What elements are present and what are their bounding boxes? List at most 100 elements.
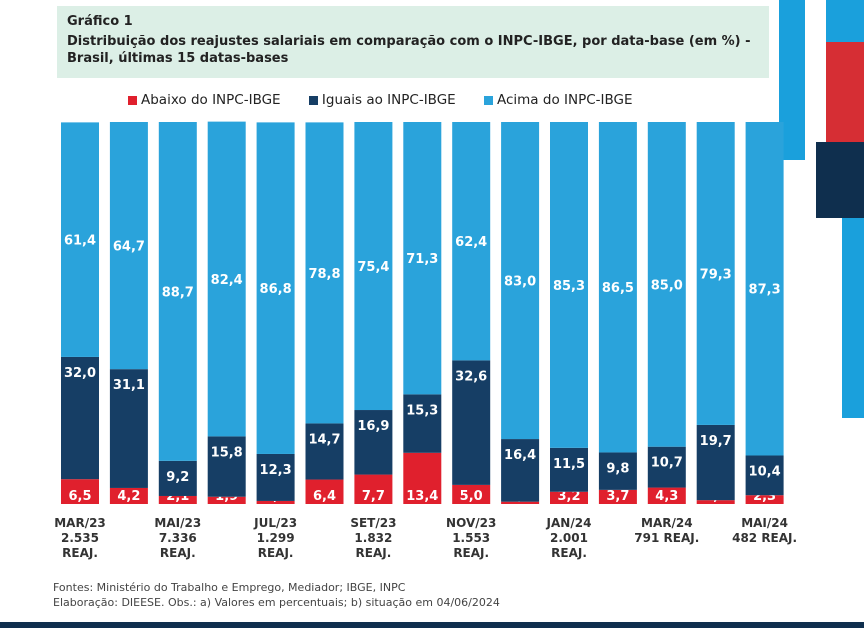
decor-blue-bar-bottom bbox=[842, 218, 864, 418]
bar-segment-equal bbox=[207, 436, 246, 497]
legend-label-below: Abaixo do INPC-IBGE bbox=[141, 92, 281, 108]
data-label-below: 4,3 bbox=[655, 489, 678, 504]
data-label-equal: 16,9 bbox=[357, 419, 389, 434]
x-tick-label: 482 REAJ. bbox=[732, 531, 797, 545]
chart-footer: Fontes: Ministério do Trabalho e Emprego… bbox=[53, 580, 500, 610]
bar-segment-equal bbox=[403, 394, 442, 453]
data-label-above: 86,5 bbox=[602, 281, 634, 296]
x-tick-label: 1.299 bbox=[257, 531, 295, 545]
footer-note: Elaboração: DIEESE. Obs.: a) Valores em … bbox=[53, 596, 500, 609]
data-label-equal: 15,3 bbox=[406, 403, 438, 418]
x-tick-label: REAJ. bbox=[551, 546, 587, 560]
bar-segment-equal bbox=[354, 410, 393, 475]
legend-swatch-above bbox=[483, 95, 493, 105]
footer-source: Fontes: Ministério do Trabalho e Emprego… bbox=[53, 581, 406, 594]
data-label-above: 75,4 bbox=[357, 260, 389, 275]
x-tick-label: REAJ. bbox=[453, 546, 489, 560]
bar-segment-above bbox=[550, 122, 588, 448]
bar-segment-equal bbox=[598, 452, 637, 490]
data-label-equal: 11,5 bbox=[553, 457, 585, 472]
bar-segment-below bbox=[354, 474, 393, 504]
bar-segment-below bbox=[501, 501, 540, 504]
bar-segment-above bbox=[256, 122, 295, 454]
x-tick-label: 1.553 bbox=[452, 531, 490, 545]
x-tick-label: MAR/24 bbox=[641, 516, 693, 530]
data-label-equal: 32,6 bbox=[455, 369, 487, 384]
data-label-equal: 10,7 bbox=[651, 456, 683, 471]
x-tick-label: NOV/23 bbox=[446, 516, 496, 530]
chart-label: Gráfico 1 bbox=[67, 14, 133, 29]
data-label-above: 87,3 bbox=[749, 283, 781, 298]
data-label-above: 79,3 bbox=[700, 267, 732, 282]
x-tick-label: SET/23 bbox=[350, 516, 396, 530]
chart-header: Gráfico 1 Distribuição dos reajustes sal… bbox=[57, 6, 769, 78]
data-label-below: 4,2 bbox=[117, 489, 140, 504]
bar-segment-above bbox=[403, 122, 442, 395]
x-tick-label: REAJ. bbox=[62, 546, 98, 560]
data-label-above: 83,0 bbox=[504, 275, 536, 290]
decor-navy-bar bbox=[816, 142, 864, 218]
data-label-equal: 12,3 bbox=[260, 463, 292, 478]
bar-segment-below bbox=[305, 479, 344, 504]
bar-segment-below bbox=[550, 491, 588, 504]
data-label-above: 64,7 bbox=[113, 240, 145, 255]
bar-segment-below bbox=[403, 452, 442, 504]
bar-segment-below bbox=[452, 484, 491, 504]
bar-segment-equal bbox=[61, 356, 99, 480]
x-tick-label: 1.832 bbox=[354, 531, 392, 545]
bar-segment-below bbox=[598, 489, 637, 504]
data-label-equal: 9,2 bbox=[166, 470, 189, 485]
legend-item-equal: Iguais ao INPC-IBGE bbox=[308, 92, 456, 108]
data-label-below: 6,5 bbox=[68, 489, 91, 504]
data-label-equal: 32,0 bbox=[64, 366, 96, 381]
bar-segment-below bbox=[745, 495, 784, 504]
x-tick-label: MAI/23 bbox=[154, 516, 201, 530]
bar-segment-equal bbox=[109, 369, 148, 488]
legend-item-above: Acima do INPC-IBGE bbox=[483, 92, 633, 108]
chart-title: Distribuição dos reajustes salariais em … bbox=[67, 34, 751, 66]
data-label-equal: 31,1 bbox=[113, 378, 145, 393]
bar-segment-above bbox=[598, 122, 637, 453]
data-label-above: 61,4 bbox=[64, 234, 96, 249]
x-tick-label: 7.336 bbox=[159, 531, 197, 545]
bar-segment-above bbox=[207, 121, 246, 437]
data-label-above: 71,3 bbox=[406, 252, 438, 267]
bar-segment-below bbox=[696, 500, 735, 504]
x-tick-label: JAN/24 bbox=[546, 516, 592, 530]
bottom-divider bbox=[0, 622, 864, 628]
bar-segment-equal bbox=[647, 446, 686, 488]
data-label-above: 88,7 bbox=[162, 285, 194, 300]
bar-segment-above bbox=[745, 122, 784, 456]
bar-segment-equal bbox=[256, 453, 295, 501]
bar-segment-below bbox=[256, 500, 295, 504]
legend-label-equal: Iguais ao INPC-IBGE bbox=[321, 92, 456, 108]
bar-segment-above bbox=[305, 122, 344, 424]
legend-swatch-below bbox=[128, 95, 137, 105]
x-tick-label: 791 REAJ. bbox=[634, 531, 699, 545]
data-label-below: 6,4 bbox=[313, 489, 336, 504]
bar-segment-equal bbox=[305, 423, 344, 480]
x-tick-label: 2.001 bbox=[550, 531, 588, 545]
bar-segment-above bbox=[158, 122, 197, 461]
x-tick-label: REAJ. bbox=[258, 546, 294, 560]
x-tick-label: REAJ. bbox=[160, 546, 196, 560]
bar-segment-below bbox=[647, 487, 686, 504]
bar-segment-above bbox=[452, 122, 491, 361]
legend-label-above: Acima do INPC-IBGE bbox=[496, 92, 633, 108]
decor-red-bar bbox=[826, 42, 864, 142]
data-label-above: 86,8 bbox=[260, 282, 292, 297]
bar-segment-below bbox=[61, 479, 99, 504]
bar-segment-above bbox=[354, 122, 393, 411]
bar-segment-equal bbox=[158, 460, 197, 496]
bar-segment-below bbox=[109, 487, 148, 504]
decor-blue-bar-right bbox=[826, 0, 864, 42]
data-label-above: 82,4 bbox=[211, 273, 243, 288]
bar-segment-equal bbox=[501, 439, 540, 502]
data-label-below: 3,7 bbox=[606, 489, 629, 504]
x-tick-label: MAR/23 bbox=[54, 516, 106, 530]
bar-segment-equal bbox=[452, 360, 491, 485]
data-label-above: 62,4 bbox=[455, 235, 487, 250]
bar-segment-above bbox=[109, 122, 148, 370]
data-label-equal: 9,8 bbox=[606, 461, 629, 476]
